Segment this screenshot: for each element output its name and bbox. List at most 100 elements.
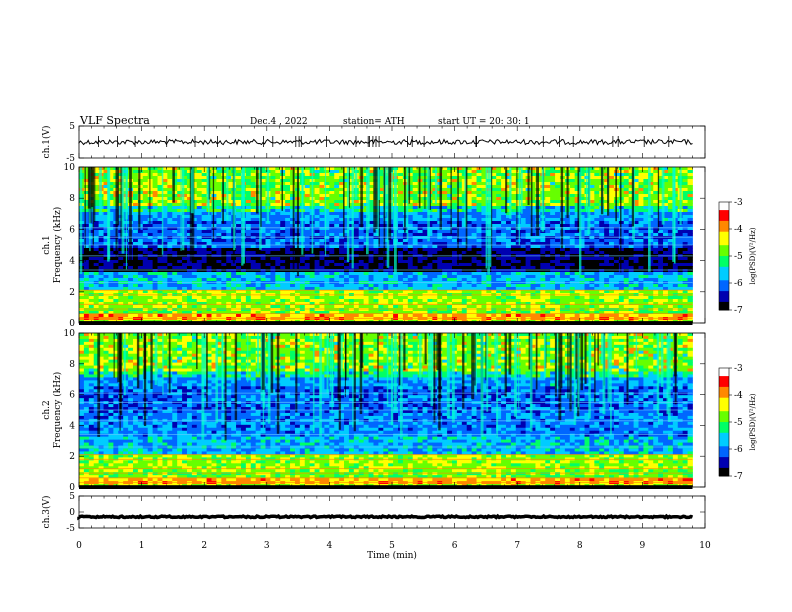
colorbar-swatch <box>719 473 729 477</box>
x-tick-label: 3 <box>264 541 270 551</box>
colorbar-swatch <box>719 422 729 426</box>
y-axis-label: ch.3(V) <box>41 496 52 529</box>
colorbar-swatch <box>719 378 729 382</box>
colorbar-swatch <box>719 245 729 249</box>
colorbar-tick-label: -5 <box>734 252 743 262</box>
y-tick-label: 8 <box>69 194 75 204</box>
y-tick-label: -5 <box>66 524 75 534</box>
time-axis: 0 1 2 3 4 5 6 7 8 9 10 Time (min) <box>76 541 711 561</box>
colorbar-swatch <box>719 234 729 238</box>
colorbar-swatch <box>719 293 729 297</box>
colorbar-swatch <box>719 419 729 423</box>
colorbar-swatch <box>719 256 729 260</box>
colorbar-swatch <box>719 212 729 216</box>
y-tick-label: 10 <box>64 163 76 173</box>
y-tick-label: 4 <box>69 257 75 267</box>
y-tick-label: 2 <box>69 452 75 462</box>
colorbar-swatch <box>719 454 729 458</box>
colorbar-tick-label: -7 <box>734 472 743 482</box>
colorbar-swatch <box>719 403 729 407</box>
colorbar-swatch <box>719 440 729 445</box>
colorbar-swatch <box>719 397 729 401</box>
y-axis-label: ch.1(V) <box>41 126 52 159</box>
colorbar-swatch <box>719 264 729 268</box>
colorbar-swatch <box>719 296 729 300</box>
ch3-waveform-panel: 5 0 -5 ch.3(V) <box>41 492 706 534</box>
colorbar-swatch <box>719 204 729 208</box>
colorbar-tick-label: -4 <box>734 391 743 401</box>
colorbar-tick-label: -4 <box>734 225 743 235</box>
ch1-colorbar: -3 -4 -5 -6 -7 log(PSD)(V²/Hz) <box>718 198 757 316</box>
colorbar-swatch <box>719 247 729 252</box>
narrowband-lines <box>79 227 693 319</box>
y-tick-label: 6 <box>69 225 75 235</box>
colorbar-swatch <box>719 465 729 469</box>
colorbar-swatch <box>719 258 729 262</box>
x-axis-label: Time (min) <box>367 550 417 561</box>
colorbar-swatch <box>719 283 729 287</box>
colorbar-tick-label: -3 <box>734 198 743 208</box>
sferic-streaks <box>79 167 682 277</box>
colorbar-swatch <box>719 457 729 461</box>
colorbar-swatch <box>719 202 729 206</box>
colorbar-swatch <box>719 381 729 385</box>
colorbar-swatch <box>719 274 729 279</box>
colorbar-swatch <box>719 438 729 442</box>
colorbar-swatch <box>719 242 729 246</box>
colorbar-swatch <box>719 408 729 412</box>
colorbar-swatch <box>719 384 729 388</box>
y-tick-label: 8 <box>69 360 75 370</box>
colorbar-swatch <box>719 304 729 308</box>
colorbar-swatch <box>719 368 729 372</box>
waveform-trace <box>78 138 693 146</box>
colorbar-swatch <box>719 430 729 434</box>
colorbar-tick-label: -5 <box>734 418 743 428</box>
colorbar-swatch <box>719 411 729 415</box>
colorbar-swatch <box>719 288 729 292</box>
y-tick-label: 2 <box>69 288 75 298</box>
y-tick-label: 5 <box>69 492 75 502</box>
colorbar-tick-label: -6 <box>734 279 743 289</box>
colorbar-swatch <box>719 239 729 243</box>
waveform-trace <box>77 513 694 521</box>
colorbar-swatch <box>719 229 729 233</box>
y-tick-label: -5 <box>66 154 75 164</box>
colorbar-swatch <box>719 291 729 295</box>
colorbar-swatch <box>719 299 729 303</box>
colorbar-swatch <box>719 220 729 225</box>
colorbar-swatch <box>719 443 729 447</box>
colorbar-swatch <box>719 215 729 219</box>
narrowband-lines <box>79 392 693 483</box>
x-tick-label: 4 <box>327 541 333 551</box>
x-tick-label: 9 <box>640 541 646 551</box>
y-tick-label: 0 <box>69 319 75 329</box>
colorbar-label: log(PSD)(V²/Hz) <box>749 393 757 450</box>
colorbar-tick-label: -7 <box>734 306 743 316</box>
colorbar-swatch <box>719 280 729 284</box>
colorbar-label: log(PSD)(V²/Hz) <box>749 227 757 284</box>
y-tick-label: 10 <box>64 329 76 339</box>
ch1-spectrogram-panel: 0 2 4 6 8 10 ch.1 Frequency (kHz) <box>42 163 706 329</box>
colorbar-swatch <box>719 470 729 474</box>
y-axis-label: Frequency (kHz) <box>52 207 63 284</box>
colorbar-swatch <box>719 376 729 380</box>
colorbar-tick-label: -6 <box>734 445 743 455</box>
colorbar-swatch <box>719 392 729 396</box>
colorbar-swatch <box>719 459 729 463</box>
colorbar-swatch <box>719 226 729 230</box>
y-tick-label: 6 <box>69 391 75 401</box>
colorbar-swatch <box>719 416 729 420</box>
colorbar-swatch <box>719 307 729 311</box>
spectrogram-image <box>79 333 693 488</box>
colorbar-swatch <box>719 386 729 391</box>
colorbar-swatch <box>719 424 729 428</box>
colorbar-swatch <box>719 266 729 270</box>
colorbar-swatch <box>719 231 729 235</box>
colorbar-swatch <box>719 462 729 466</box>
sferic-streaks <box>97 333 677 441</box>
colorbar-swatch <box>719 301 729 306</box>
x-tick-label: 1 <box>139 541 145 551</box>
colorbar-swatch <box>719 413 729 418</box>
colorbar-swatch <box>719 250 729 254</box>
